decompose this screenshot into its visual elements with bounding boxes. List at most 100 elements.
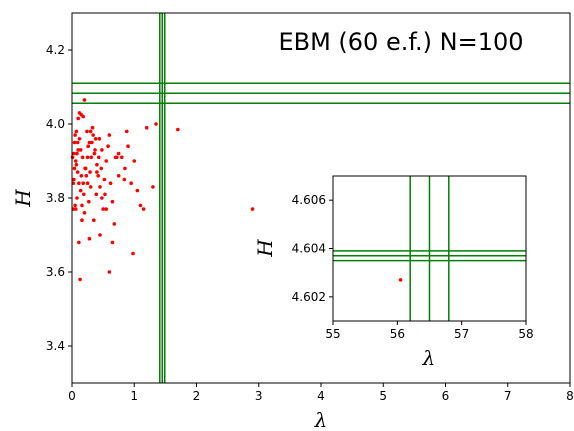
main-data-point: [93, 137, 98, 141]
main-data-point: [86, 144, 90, 148]
main-x-tick-label: 1: [130, 389, 138, 403]
main-x-tick-label: 5: [379, 389, 387, 403]
main-data-point: [78, 148, 83, 152]
inset-x-tick-label: 58: [518, 327, 533, 341]
main-data-point: [97, 137, 102, 141]
main-data-point: [131, 251, 135, 256]
main-data-point: [75, 151, 79, 156]
inset-y-axis-label: H: [253, 239, 277, 258]
main-data-point: [124, 129, 129, 134]
main-data-point: [76, 148, 81, 152]
main-data-point: [82, 211, 87, 215]
main-data-point: [108, 181, 113, 185]
main-data-point: [103, 192, 107, 197]
main-data-point: [93, 148, 97, 152]
main-data-point: [132, 159, 137, 163]
main-data-point: [82, 98, 87, 102]
main-data-point: [91, 218, 96, 222]
main-data-point: [116, 151, 121, 156]
main-data-point: [106, 144, 110, 148]
main-data-point: [72, 177, 76, 182]
main-data-point: [85, 129, 89, 134]
main-data-point: [85, 181, 90, 185]
main-data-point: [151, 185, 155, 189]
main-data-point: [74, 129, 79, 134]
main-data-point: [84, 174, 89, 178]
main-x-ticks: 0 1 2 3 4 5 6 7 8: [68, 383, 574, 403]
main-data-point: [126, 144, 130, 148]
main-y-tick-label: 4.2: [46, 43, 65, 57]
main-data-point: [94, 192, 99, 197]
inset-x-ticks: 55 56 57 58: [325, 321, 534, 341]
inset-plot: 55 56 57 58 4.602 4.604 4.606 λ H: [253, 175, 534, 370]
main-data-point: [73, 207, 78, 211]
main-data-point: [91, 133, 95, 137]
main-data-point: [116, 174, 121, 178]
main-x-tick-label: 2: [193, 389, 201, 403]
main-data-point: [77, 137, 82, 141]
inset-y-tick-label: 4.604: [292, 242, 326, 256]
main-data-point: [100, 196, 104, 200]
main-data-point: [77, 240, 81, 245]
main-data-point: [122, 177, 127, 182]
main-data-point: [107, 270, 112, 274]
main-data-point: [100, 148, 104, 152]
main-data-point: [75, 196, 79, 200]
main-y-tick-label: 3.6: [46, 265, 65, 279]
main-data-point: [115, 155, 119, 160]
inset-x-tick-label: 57: [454, 327, 469, 341]
inset-reference-lines: [333, 176, 526, 321]
main-data-point: [99, 166, 104, 171]
main-data-point: [87, 140, 92, 145]
main-data-point: [72, 151, 76, 156]
main-data-point: [78, 277, 82, 282]
main-data-point: [70, 155, 75, 160]
main-data-point: [92, 151, 97, 156]
main-data-point: [88, 170, 92, 174]
main-y-ticks: 3.4 3.6 3.8 4.0 4.2: [46, 43, 72, 353]
main-data-point: [95, 170, 99, 174]
main-reference-lines: [72, 13, 570, 383]
main-data-point: [104, 207, 109, 211]
main-data-point: [129, 181, 133, 185]
main-x-tick-label: 8: [566, 389, 574, 403]
main-data-point: [77, 181, 81, 185]
main-data-point: [107, 133, 112, 137]
main-data-point: [83, 166, 87, 171]
x-axis-label: λ: [314, 408, 328, 431]
main-data-point: [73, 133, 77, 137]
main-x-tick-label: 3: [255, 389, 263, 403]
main-data-point: [138, 203, 143, 208]
main-data-point: [95, 162, 99, 167]
main-data-point: [104, 159, 109, 163]
main-y-tick-label: 3.8: [46, 191, 65, 205]
inset-y-tick-label: 4.602: [292, 290, 326, 304]
main-data-point: [96, 174, 100, 178]
main-data-point: [73, 203, 77, 208]
y-axis-label: H: [11, 189, 35, 208]
main-y-tick-label: 4.0: [46, 117, 65, 131]
main-data-point: [110, 199, 115, 204]
main-data-point: [82, 192, 86, 197]
main-data-point: [90, 125, 95, 130]
main-data-point: [250, 207, 255, 211]
inset-x-tick-label: 56: [390, 327, 405, 341]
inset-data-point: [398, 278, 403, 282]
main-data-point: [96, 155, 101, 160]
main-data-point: [78, 188, 83, 193]
main-data-point: [87, 236, 92, 241]
main-data-point: [135, 188, 140, 193]
main-data-point: [110, 240, 115, 245]
main-data-point: [176, 127, 180, 132]
main-data-point: [74, 162, 79, 167]
main-data-point: [141, 207, 146, 211]
main-data-point: [98, 185, 102, 189]
main-data-point: [81, 114, 86, 119]
main-x-tick-label: 0: [68, 389, 76, 403]
inset-x-axis-label: λ: [422, 346, 436, 370]
inset-points: [398, 278, 403, 282]
main-data-point: [88, 129, 93, 134]
main-data-point: [80, 155, 85, 160]
main-data-point: [101, 207, 105, 211]
